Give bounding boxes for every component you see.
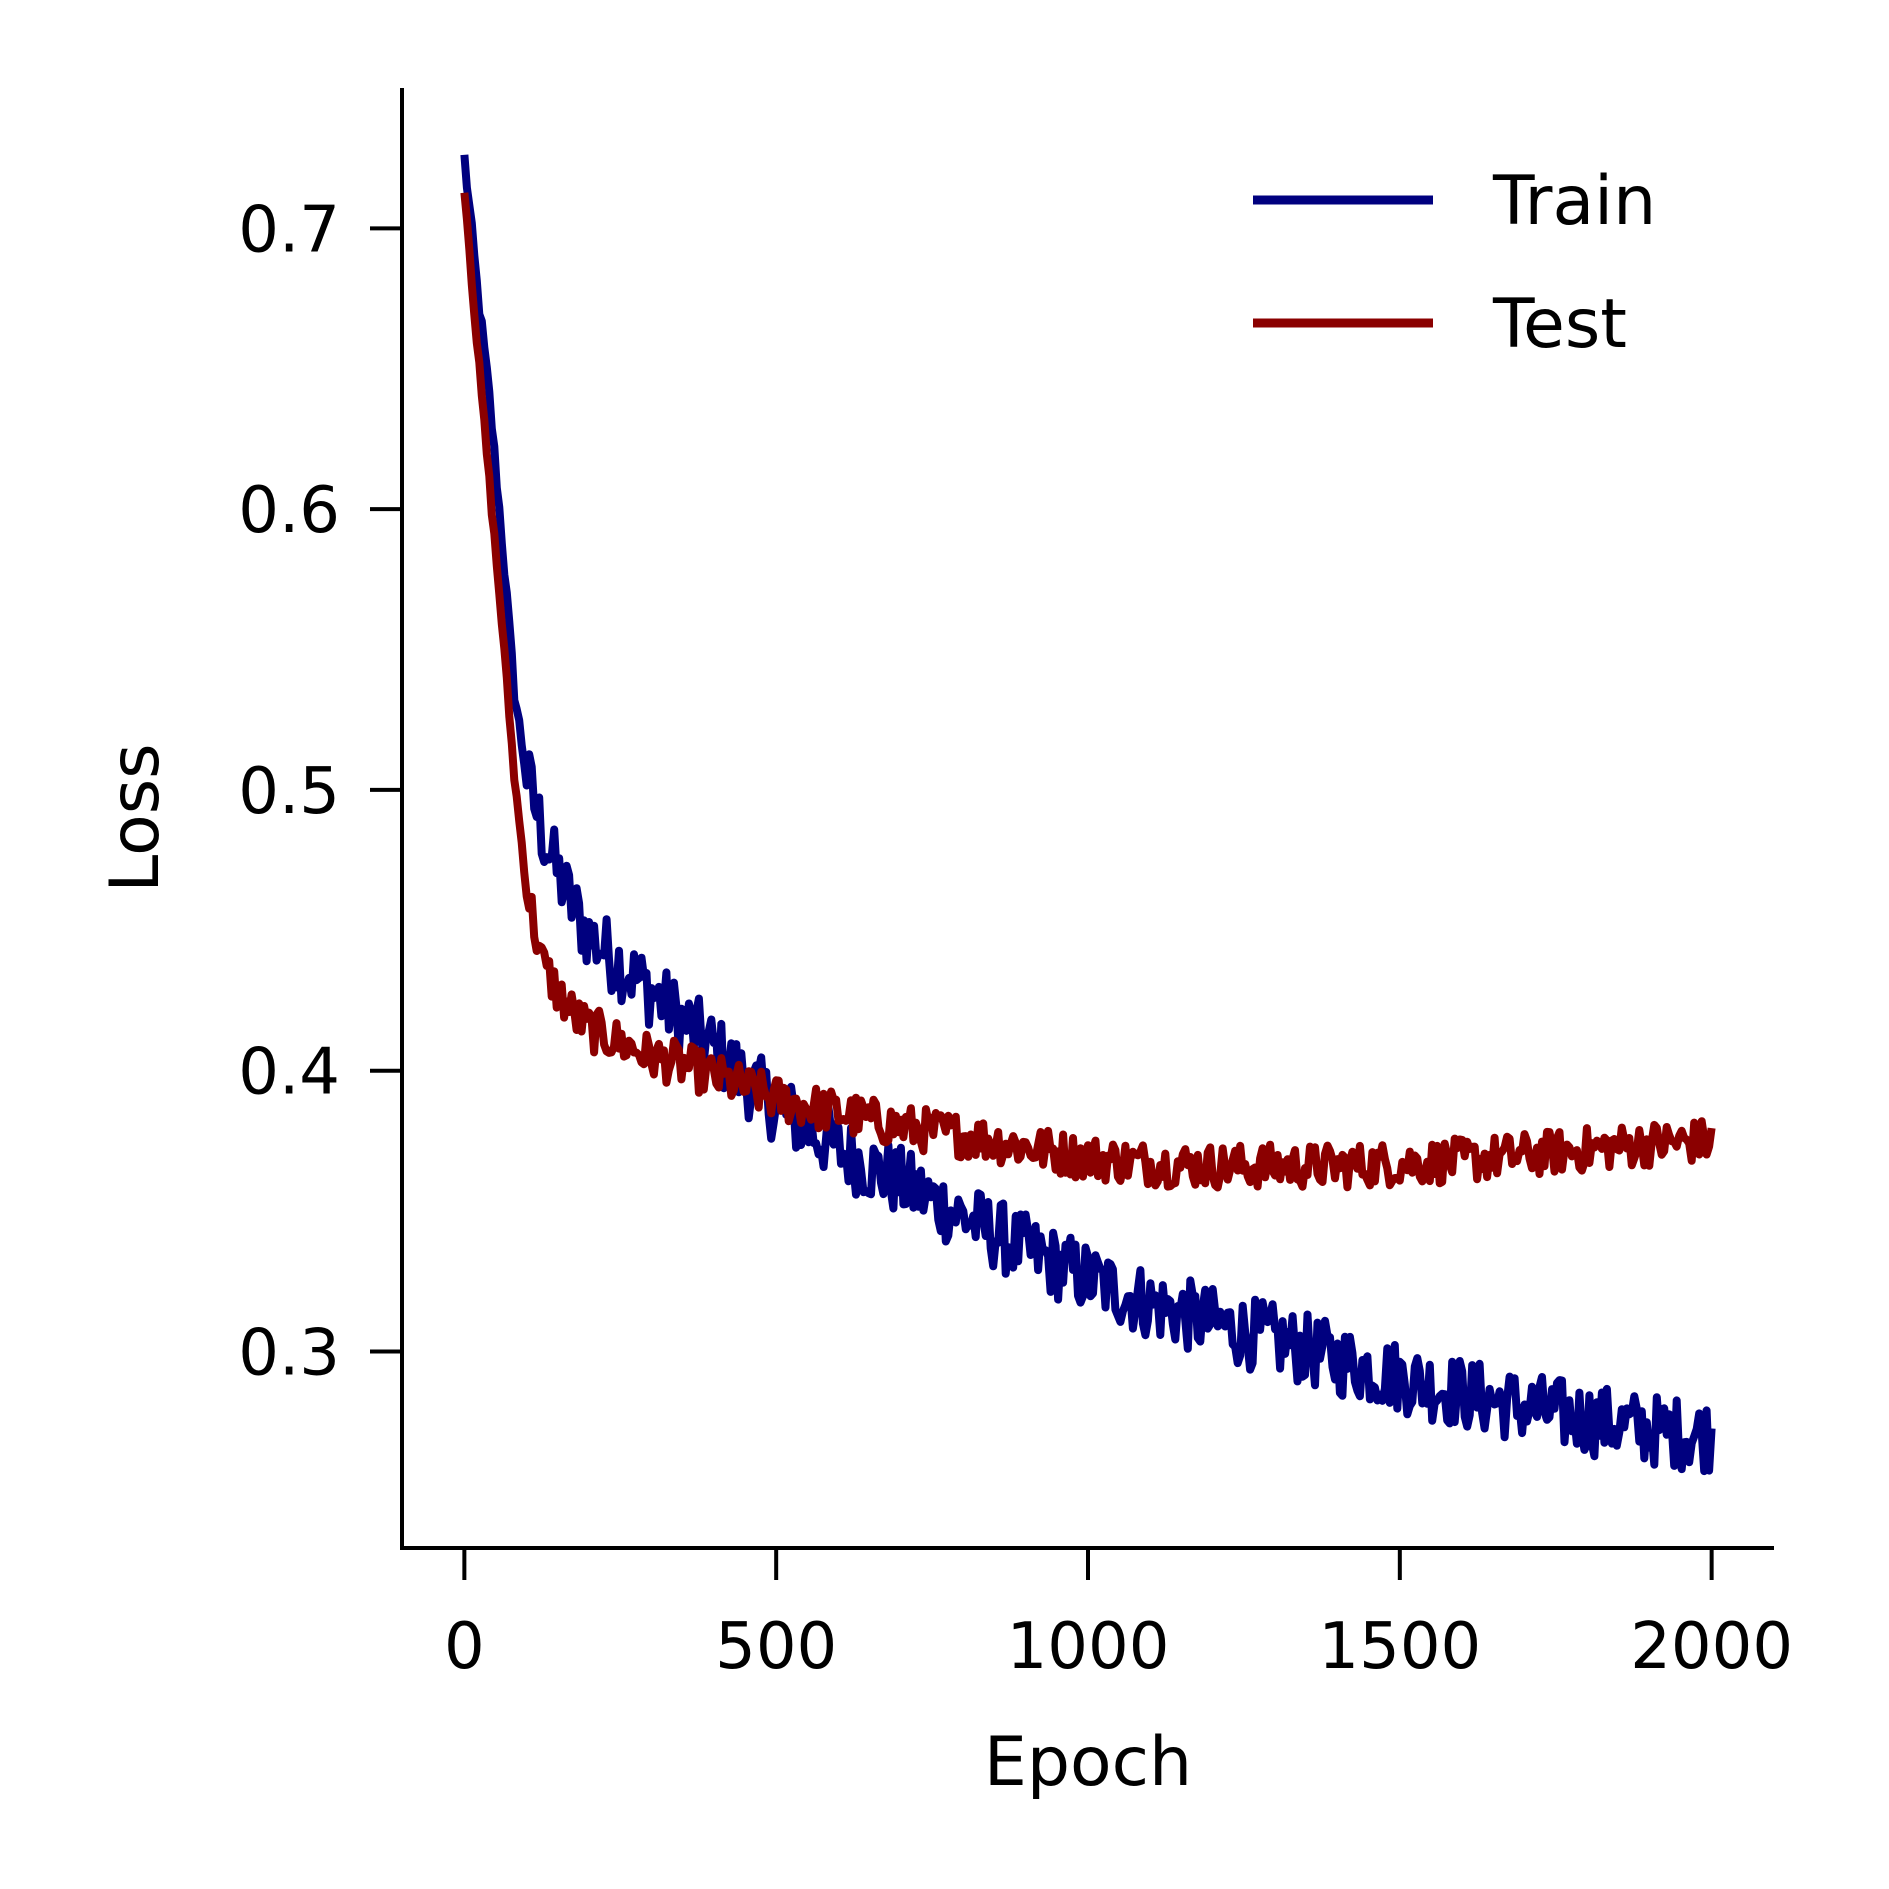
- plot-area: 0 500 1000 1500 2000 0.3 0.4 0.5 0.6 0.7: [238, 88, 1793, 1684]
- x-axis-title: Epoch: [984, 1723, 1192, 1802]
- x-tick-label: 500: [715, 1610, 837, 1684]
- x-tick-label: 1000: [1007, 1610, 1170, 1684]
- y-tick-label: 0.4: [238, 1036, 340, 1110]
- y-tick-label: 0.3: [238, 1316, 340, 1390]
- x-tick-label: 2000: [1630, 1610, 1793, 1684]
- y-tick-label: 0.6: [238, 474, 340, 548]
- x-ticks: 0 500 1000 1500 2000: [444, 1548, 1793, 1684]
- series-layer: [460, 154, 1716, 1476]
- y-ticks: 0.3 0.4 0.5 0.6 0.7: [238, 193, 402, 1390]
- y-tick-label: 0.5: [238, 755, 340, 829]
- y-axis-title: Loss: [96, 743, 175, 892]
- x-tick-label: 0: [444, 1610, 485, 1684]
- series-line-test: [460, 192, 1716, 1192]
- legend: Train Test: [1253, 162, 1656, 364]
- series-line-train: [460, 154, 1716, 1476]
- legend-test-label: Test: [1492, 285, 1627, 364]
- x-tick-label: 1500: [1318, 1610, 1481, 1684]
- legend-train-label: Train: [1492, 162, 1656, 241]
- y-tick-label: 0.7: [238, 193, 340, 267]
